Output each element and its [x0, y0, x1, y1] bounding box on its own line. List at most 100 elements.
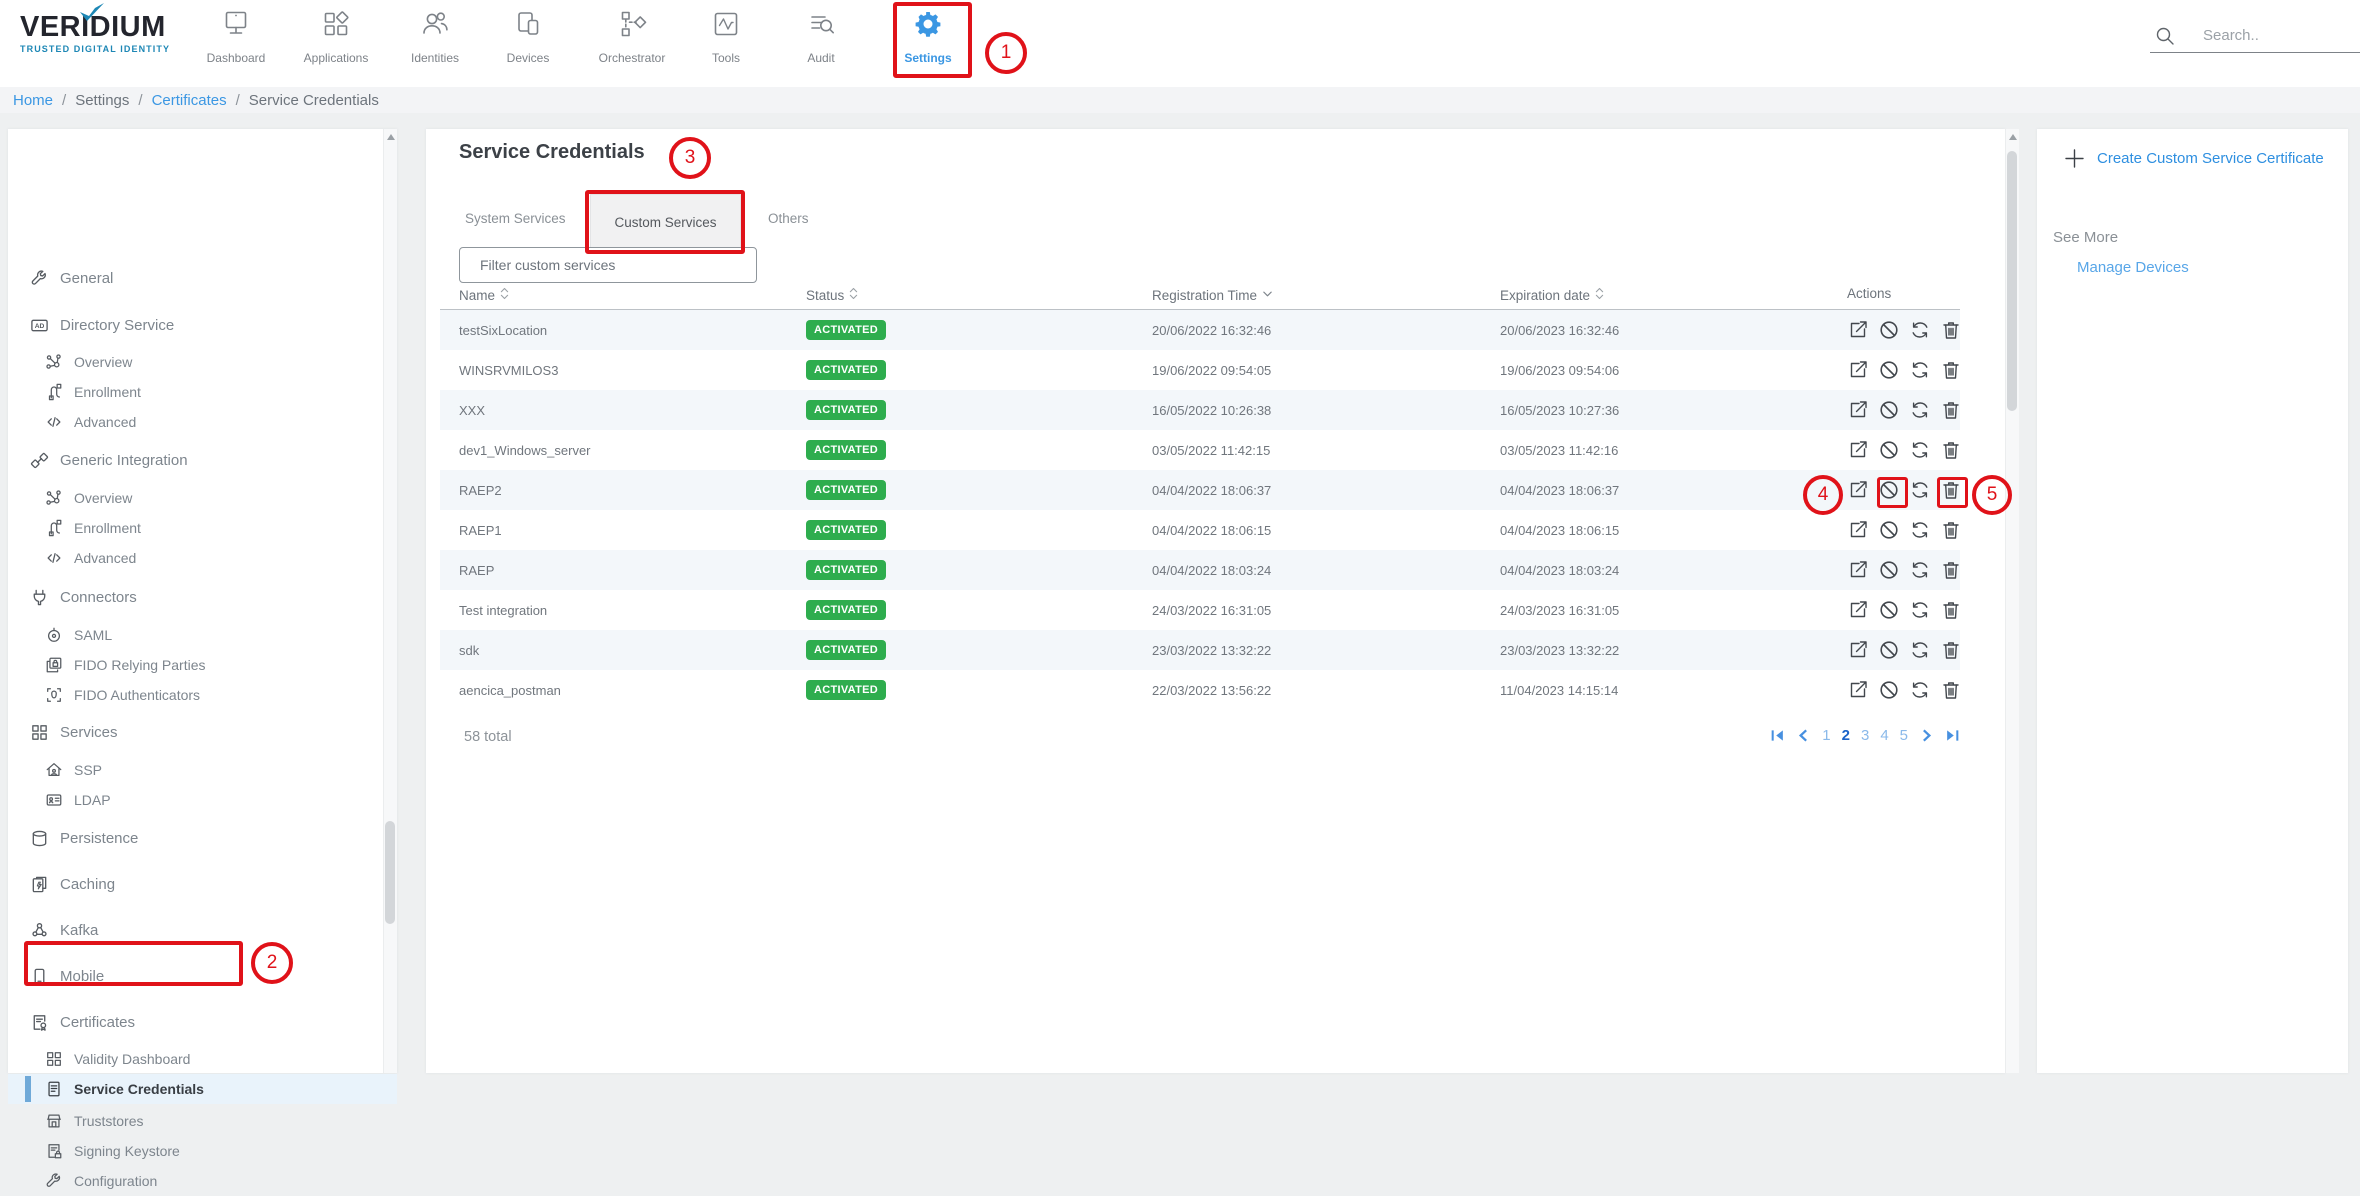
page-number-2[interactable]: 2: [1841, 727, 1850, 744]
column-header-status[interactable]: Status: [806, 286, 858, 304]
sidebar-item-directory-service[interactable]: AD Directory Service: [8, 310, 397, 340]
delete-action-trash-icon[interactable]: [1940, 399, 1962, 421]
deactivate-action-block-icon[interactable]: [1878, 319, 1900, 341]
page-number-5[interactable]: 5: [1899, 727, 1908, 744]
sidebar-item-signing-keystore[interactable]: Signing Keystore: [8, 1136, 397, 1166]
sidebar-item-ldap[interactable]: LDAP: [8, 785, 397, 815]
delete-action-trash-icon[interactable]: [1940, 599, 1962, 621]
sidebar-item-ssp[interactable]: SSP: [8, 755, 397, 785]
previous-page-button[interactable]: [1796, 728, 1811, 743]
export-action-export-icon[interactable]: [1847, 599, 1869, 621]
deactivate-action-block-icon[interactable]: [1878, 439, 1900, 461]
sidebar-item-mobile[interactable]: Mobile: [8, 961, 397, 991]
renew-action-refresh-icon[interactable]: [1909, 559, 1931, 581]
tab-others[interactable]: Others: [768, 211, 809, 226]
export-action-export-icon[interactable]: [1847, 439, 1869, 461]
sidebar-item-enrollment[interactable]: Enrollment: [8, 513, 397, 543]
nav-item-orchestrator[interactable]: Orchestrator: [577, 8, 687, 65]
column-header-registration-time[interactable]: Registration Time: [1152, 286, 1273, 304]
delete-action-trash-icon[interactable]: [1940, 559, 1962, 581]
delete-action-trash-icon[interactable]: [1940, 439, 1962, 461]
deactivate-action-block-icon[interactable]: [1878, 399, 1900, 421]
renew-action-refresh-icon[interactable]: [1909, 319, 1931, 341]
sidebar-item-general[interactable]: General: [8, 263, 397, 293]
tab-system-services[interactable]: System Services: [465, 211, 566, 226]
renew-action-refresh-icon[interactable]: [1909, 519, 1931, 541]
sidebar-scrollbar[interactable]: [383, 129, 397, 1073]
export-action-export-icon[interactable]: [1847, 359, 1869, 381]
filter-custom-services-input[interactable]: [459, 247, 757, 283]
renew-action-refresh-icon[interactable]: [1909, 679, 1931, 701]
delete-action-trash-icon[interactable]: [1940, 679, 1962, 701]
sidebar-item-advanced[interactable]: Advanced: [8, 407, 397, 437]
page-number-3[interactable]: 3: [1860, 727, 1870, 744]
deactivate-action-block-icon[interactable]: [1878, 679, 1900, 701]
export-action-export-icon[interactable]: [1847, 679, 1869, 701]
last-page-button[interactable]: [1945, 728, 1960, 743]
delete-action-trash-icon[interactable]: [1940, 319, 1962, 341]
column-header-expiration-date[interactable]: Expiration date: [1500, 286, 1604, 304]
sidebar-item-saml[interactable]: SAML: [8, 620, 397, 650]
column-header-name[interactable]: Name: [459, 286, 509, 304]
sidebar-item-services[interactable]: Services: [8, 717, 397, 747]
nav-item-devices[interactable]: Devices: [473, 8, 583, 65]
sidebar-item-overview[interactable]: Overview: [8, 483, 397, 513]
nav-item-tools[interactable]: Tools: [671, 8, 781, 65]
export-action-export-icon[interactable]: [1847, 559, 1869, 581]
nav-item-applications[interactable]: Applications: [281, 8, 391, 65]
sidebar-item-fido-relying-parties[interactable]: FIDO Relying Parties: [8, 650, 397, 680]
sidebar-item-validity-dashboard[interactable]: Validity Dashboard: [8, 1044, 397, 1074]
sidebar-item-generic-integration[interactable]: Generic Integration: [8, 445, 397, 475]
deactivate-action-block-icon[interactable]: [1878, 559, 1900, 581]
export-action-export-icon[interactable]: [1847, 399, 1869, 421]
export-action-export-icon[interactable]: [1847, 479, 1869, 501]
sidebar-item-caching[interactable]: Caching: [8, 869, 397, 899]
breadcrumb-item-certificates[interactable]: Certificates: [151, 91, 227, 109]
scroll-up-arrow-icon[interactable]: [2009, 134, 2017, 140]
nav-item-audit[interactable]: Audit: [766, 8, 876, 65]
renew-action-refresh-icon[interactable]: [1909, 599, 1931, 621]
nav-item-settings[interactable]: Settings: [873, 8, 983, 65]
page-number-4[interactable]: 4: [1880, 727, 1889, 744]
export-action-export-icon[interactable]: [1847, 639, 1869, 661]
sidebar-item-truststores[interactable]: Truststores: [8, 1106, 397, 1136]
content-scrollbar[interactable]: [2005, 129, 2019, 1073]
content-scrollbar-thumb[interactable]: [2007, 151, 2017, 411]
page-number-1[interactable]: 1: [1822, 727, 1831, 744]
sidebar-item-overview[interactable]: Overview: [8, 347, 397, 377]
tab-custom-services[interactable]: Custom Services: [590, 194, 741, 251]
breadcrumb-item-home[interactable]: Home: [13, 91, 54, 109]
sidebar-item-fido-authenticators[interactable]: FIDO Authenticators: [8, 680, 397, 710]
delete-action-trash-icon[interactable]: [1940, 639, 1962, 661]
next-page-button[interactable]: [1919, 728, 1934, 743]
sidebar-item-kafka[interactable]: Kafka: [8, 915, 397, 945]
sidebar-item-certificates[interactable]: Certificates: [8, 1007, 397, 1037]
renew-action-refresh-icon[interactable]: [1909, 439, 1931, 461]
deactivate-action-block-icon[interactable]: [1878, 519, 1900, 541]
scroll-up-arrow-icon[interactable]: [387, 134, 395, 140]
deactivate-action-block-icon[interactable]: [1878, 359, 1900, 381]
create-custom-service-certificate-link[interactable]: Create Custom Service Certificate: [2065, 149, 2324, 168]
first-page-button[interactable]: [1770, 728, 1785, 743]
renew-action-refresh-icon[interactable]: [1909, 399, 1931, 421]
sidebar-item-connectors[interactable]: Connectors: [8, 582, 397, 612]
sidebar-scrollbar-thumb[interactable]: [385, 821, 395, 924]
export-action-export-icon[interactable]: [1847, 519, 1869, 541]
renew-action-refresh-icon[interactable]: [1909, 359, 1931, 381]
search-input[interactable]: [2150, 18, 2360, 53]
sidebar-item-persistence[interactable]: Persistence: [8, 823, 397, 853]
export-action-export-icon[interactable]: [1847, 319, 1869, 341]
manage-devices-link[interactable]: Manage Devices: [2077, 259, 2189, 276]
sidebar-item-configuration[interactable]: Configuration: [8, 1166, 397, 1196]
delete-action-trash-icon[interactable]: [1940, 359, 1962, 381]
deactivate-action-block-icon[interactable]: [1878, 479, 1900, 501]
nav-item-identities[interactable]: Identities: [380, 8, 490, 65]
renew-action-refresh-icon[interactable]: [1909, 479, 1931, 501]
delete-action-trash-icon[interactable]: [1940, 519, 1962, 541]
nav-item-dashboard[interactable]: Dashboard: [181, 8, 291, 65]
deactivate-action-block-icon[interactable]: [1878, 639, 1900, 661]
deactivate-action-block-icon[interactable]: [1878, 599, 1900, 621]
sidebar-item-service-credentials[interactable]: Service Credentials: [8, 1074, 397, 1104]
renew-action-refresh-icon[interactable]: [1909, 639, 1931, 661]
delete-action-trash-icon[interactable]: [1940, 479, 1962, 501]
